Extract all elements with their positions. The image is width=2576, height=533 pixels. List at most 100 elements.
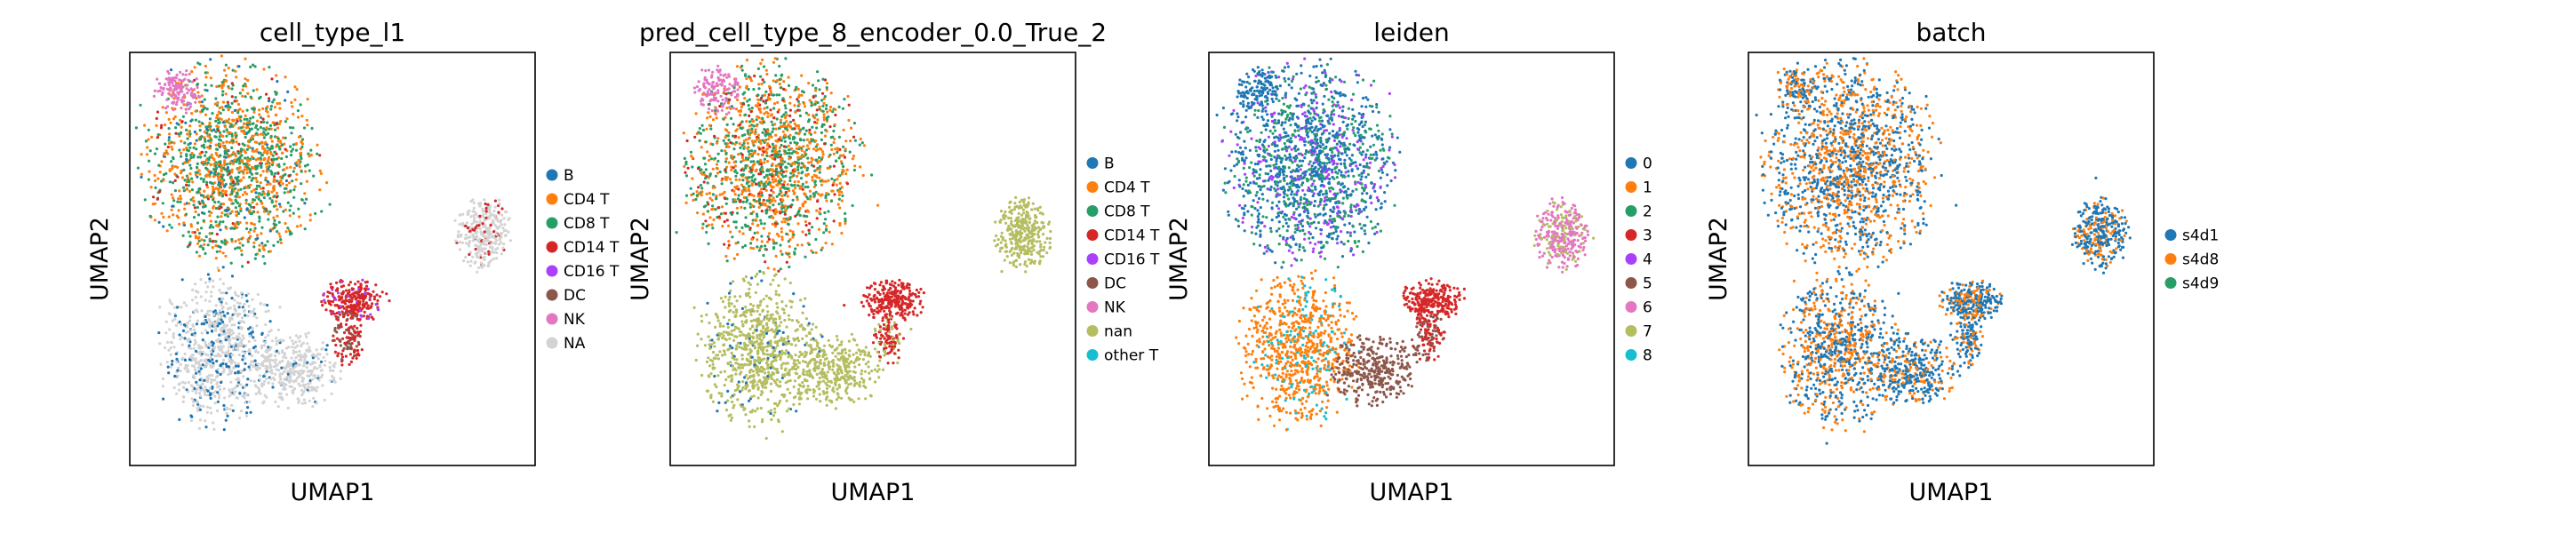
scatter-point [278,361,282,364]
scatter-point [802,139,806,142]
scatter-point [288,126,292,130]
scatter-point [190,118,194,122]
scatter-point [271,154,275,157]
scatter-point [766,129,770,132]
scatter-point [183,337,187,340]
scatter-point [180,120,184,123]
scatter-point [296,344,300,347]
scatter-point [761,116,764,120]
scatter-point [696,211,700,215]
scatter-point [763,128,766,131]
scatter-point [252,89,255,92]
scatter-point [237,65,241,68]
scatter-point [200,322,204,326]
scatter-point [260,132,263,136]
scatter-point [812,194,816,197]
scatter-point [197,232,202,235]
scatter-point [297,375,300,378]
scatter-point [293,185,297,188]
scatter-point [175,214,179,218]
scatter-point [246,238,250,242]
scatter-point [465,242,468,245]
scatter-point [354,282,357,286]
scatter-point [717,215,721,219]
scatter-point [770,113,774,116]
scatter-point [258,113,261,116]
scatter-point [692,192,695,195]
scatter-point [226,131,229,134]
scatter-point [766,112,770,115]
scatter-point [768,145,772,148]
scatter-point [799,177,804,180]
scatter-point [739,146,742,149]
scatter-point [279,392,283,395]
scatter-point [197,120,201,123]
scatter-point [771,168,775,171]
scatter-point [239,115,243,118]
scatter-point [218,175,221,179]
scatter-point [195,132,198,136]
scatter-point [737,153,740,156]
scatter-point [196,205,199,210]
scatter-point [244,190,247,194]
scatter-point [732,189,736,193]
scatter-point [262,131,266,134]
scatter-point [214,163,218,167]
scatter-point [209,349,212,353]
scatter-point [778,149,781,153]
scatter-point [295,163,299,167]
scatter-point [745,196,748,200]
scatter-point [838,181,842,185]
scatter-point [331,299,335,304]
scatter-point [280,156,284,161]
scatter-point [364,301,368,305]
scatter-point [140,172,143,176]
scatter-point [197,254,202,258]
scatter-point [779,211,782,215]
scatter-point [192,199,196,203]
scatter-point [204,314,207,319]
scatter-point [836,178,839,181]
scatter-point [771,142,775,146]
scatter-point [237,336,241,339]
scatter-point [197,363,202,367]
scatter-point [245,168,249,171]
scatter-point [287,174,291,178]
scatter-point [220,306,224,310]
scatter-point [810,163,814,167]
scatter-point [251,201,254,204]
scatter-point [212,314,216,317]
scatter-point [188,124,192,128]
scatter-point [772,102,777,106]
scatter-point [763,176,766,179]
scatter-point [179,70,182,74]
scatter-point [209,195,212,198]
scatter-point [165,98,169,101]
scatter-point [265,183,268,187]
scatter-point [356,348,360,353]
scatter-point [759,172,763,176]
scatter-point [337,295,340,298]
scatter-point [139,103,142,107]
scatter-point [286,227,290,230]
scatter-point [741,190,745,194]
scatter-point [237,171,241,174]
scatter-point [797,127,801,131]
scatter-point [815,108,819,112]
scatter-point [750,183,754,187]
scatter-point [200,135,204,139]
scatter-point [178,418,181,421]
scatter-point [729,230,732,234]
scatter-point [221,345,225,348]
scatter-point [740,134,744,138]
scatter-point [243,368,246,371]
scatter-point [181,329,186,332]
scatter-point [220,177,224,180]
scatter-point [259,115,263,119]
scatter-point [196,366,200,370]
scatter-point [192,88,196,91]
scatter-point [765,240,770,243]
scatter-point [827,179,830,182]
scatter-point [252,63,255,67]
scatter-point [289,165,292,169]
